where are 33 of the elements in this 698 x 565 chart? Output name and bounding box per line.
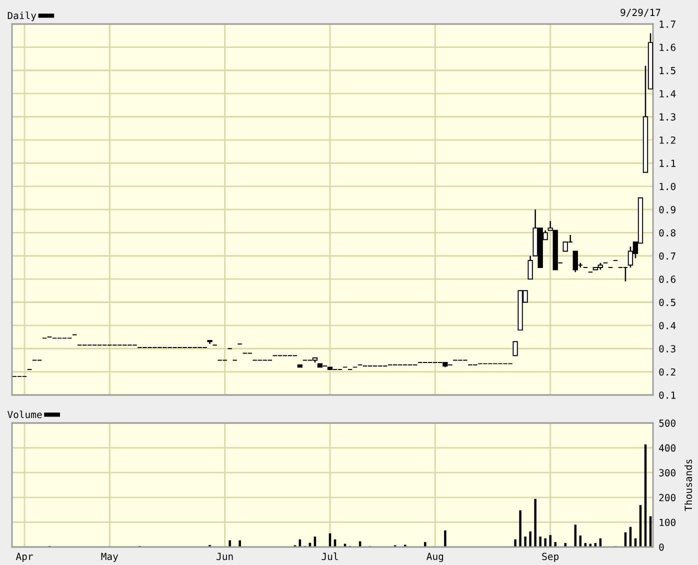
y-tick-label: 1.0 <box>660 182 676 190</box>
y-tick-label: 0.2 <box>659 368 676 376</box>
x-tick-label: Sep <box>542 552 559 562</box>
y-tick-label: 1.3 <box>660 113 676 121</box>
y-tick-label: 1.4 <box>660 90 676 98</box>
y-tick-label: 400 <box>659 444 676 452</box>
y-tick-label: 1.5 <box>660 67 676 74</box>
y-tick-label: 1.2 <box>660 136 676 144</box>
y-tick-label: 0.8 <box>659 229 676 237</box>
y-tick-label: 300 <box>659 469 676 476</box>
x-tick-label: Jun <box>216 552 233 560</box>
x-tick-label: May <box>101 552 118 562</box>
y-tick-label: 1.1 <box>660 160 676 167</box>
y-axis-title: Thousands <box>684 460 692 512</box>
text: 9/29/17 <box>620 8 660 17</box>
y-tick-label: 1.6 <box>660 44 676 52</box>
y-tick-label: 1.7 <box>660 20 676 28</box>
y-tick-label: 0.4 <box>659 322 676 330</box>
y-tick-label: 0.6 <box>659 276 676 283</box>
y-tick-label: 0.7 <box>659 252 676 260</box>
x-tick-label: Aug <box>426 552 444 562</box>
y-tick-label: 200 <box>659 494 676 502</box>
y-tick-label: 100 <box>660 518 676 526</box>
y-tick-label: 500 <box>659 420 676 427</box>
y-tick-label: 0.5 <box>659 298 676 306</box>
legend-label: Daily <box>8 12 36 22</box>
legend-label: Volume <box>7 410 42 418</box>
y-tick-label: 0 <box>659 544 664 551</box>
y-tick-label: 0.3 <box>659 345 676 352</box>
y-tick-label: 0.1 <box>659 392 676 399</box>
x-tick-label: Apr <box>16 552 33 562</box>
x-tick-label: Jul <box>322 552 338 560</box>
y-tick-label: 0.9 <box>659 206 676 214</box>
